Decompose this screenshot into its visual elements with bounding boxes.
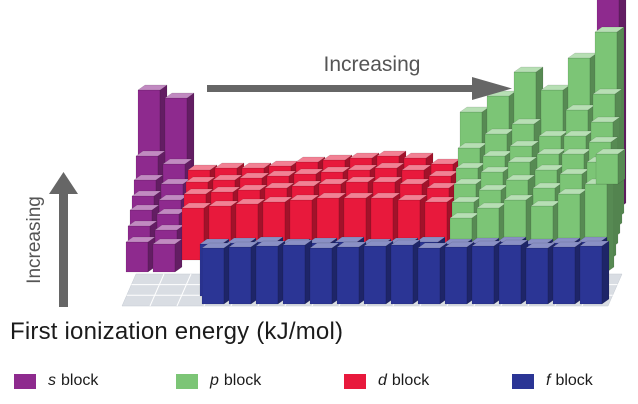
f-block-bar [417,242,448,305]
f-block-bar [498,239,529,305]
legend-s-letter: s [48,372,56,389]
f-block-bar [282,239,313,305]
legend-f-word: block [555,372,593,389]
legend-p-word: block [223,372,262,389]
s-block-bar [125,236,156,273]
f-block-bar [309,242,340,305]
s-block-bar [152,238,183,273]
f-block-bar [552,241,583,305]
legend-f-block: f block [512,372,593,390]
legend-p-letter: p [210,372,219,389]
horizontal-increasing-arrow: Increasing [207,53,512,100]
legend-d-word: block [391,372,430,389]
f-block-bar [201,242,232,305]
f-block-bar [471,240,502,305]
horizontal-arrow-label: Increasing [324,53,421,76]
f-block-bar [444,241,475,305]
vertical-increasing-arrow: Increasing [24,172,78,307]
vertical-arrow-label: Increasing [24,196,45,284]
f-block-bar [579,240,610,305]
legend-p-swatch [176,373,198,389]
f-block-bar [525,242,556,305]
legend-p-block: p block [176,372,261,390]
f-block-bar [363,240,394,305]
ionization-energy-3d-bars: Increasing Increasing [24,0,627,307]
legend-s-swatch [14,373,36,389]
f-block-bar [255,240,286,305]
f-block-bar [336,241,367,305]
legend-d-swatch [344,373,366,389]
legend-d-block: d block [344,372,429,390]
base-grid-line [149,273,165,307]
legend-s-word: block [61,372,99,389]
f-block-bar [228,241,259,305]
legend-f-letter: f [546,372,551,389]
base-grid-line [176,273,192,307]
legend-d-letter: d [378,372,387,389]
chart-title: First ionization energy (kJ/mol) [10,318,344,345]
f-block-bar [390,239,421,305]
legend-s-block: s block [14,372,98,390]
legend-f-swatch [512,373,534,389]
element-bars [125,0,627,305]
p-block-bar [595,148,626,185]
